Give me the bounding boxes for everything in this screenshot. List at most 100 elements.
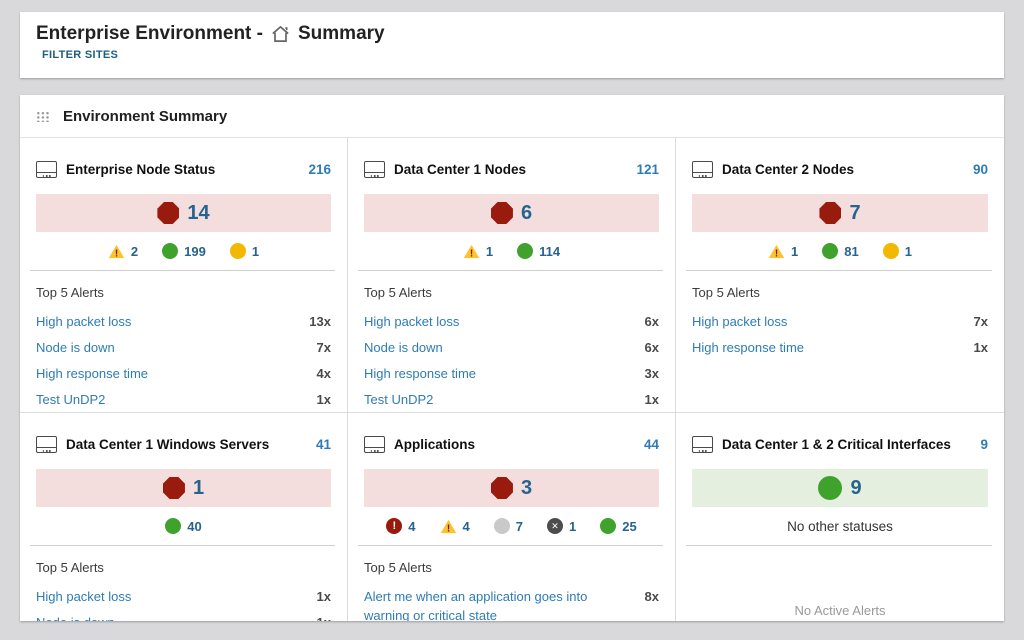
card-title: Data Center 1 Windows Servers: [66, 436, 270, 452]
card-total-link[interactable]: 9: [980, 436, 988, 452]
alert-count: 7x: [316, 339, 331, 355]
up-circle-icon: [165, 518, 182, 534]
status-chip-row: ! 4 ! 4 7 ✕ 1 25: [364, 507, 659, 545]
alert-row: High packet loss 13x: [36, 308, 331, 334]
primary-status-count: 1: [192, 476, 205, 499]
status-card: Enterprise Node Status 216 14 ! 2 199 1 …: [20, 138, 348, 412]
environment-summary-widget: Environment Summary Enterprise Node Stat…: [20, 95, 1004, 621]
alert-link[interactable]: Node is down: [364, 339, 443, 355]
critical-circle-icon: !: [386, 518, 403, 534]
top-alerts-label: Top 5 Alerts: [36, 560, 104, 575]
filter-sites-link[interactable]: FILTER SITES: [42, 49, 119, 61]
unknown-circle-icon: [493, 518, 510, 534]
status-chip-row: 40: [36, 507, 331, 545]
primary-status-band[interactable]: 3: [364, 469, 659, 507]
primary-status-band[interactable]: 14: [36, 194, 331, 232]
alerts-section: Top 5 Alerts High packet loss 1x Node is…: [36, 546, 331, 621]
alert-count: 6x: [644, 313, 659, 329]
status-count: 1: [904, 243, 912, 259]
status-chip-row: ! 2 199 1: [36, 232, 331, 270]
external-circle-icon: [882, 243, 899, 259]
alert-row: High response time 1x: [692, 334, 988, 360]
warning-triangle-icon: !: [108, 244, 125, 259]
status-chip: 25: [600, 518, 637, 534]
alert-row: High response time 3x: [364, 360, 659, 386]
status-chip: ✕ 1: [547, 518, 576, 534]
status-card: Data Center 1 Windows Servers 41 1 40 To…: [20, 412, 348, 621]
status-count: 199: [184, 243, 206, 259]
alert-link[interactable]: Node is down: [36, 613, 307, 622]
up-circle-icon: [162, 243, 179, 259]
widget-title: Environment Summary: [63, 107, 228, 125]
alert-link[interactable]: High packet loss: [364, 313, 460, 329]
primary-status-count: 6: [520, 201, 533, 224]
alerts-section: Top 5 Alerts Alert me when an applicatio…: [364, 546, 659, 621]
alert-link[interactable]: High packet loss: [36, 313, 132, 329]
alert-count: 1x: [644, 391, 659, 407]
card-header: Data Center 1 Nodes 121: [364, 156, 659, 182]
primary-status-band[interactable]: 6: [364, 194, 659, 232]
node-widget-icon: [36, 435, 57, 453]
alert-count: 8x: [644, 588, 659, 604]
divider: [686, 270, 992, 271]
status-count: 2: [130, 243, 139, 259]
alert-link[interactable]: High response time: [692, 339, 804, 355]
alert-link[interactable]: Test UnDP2: [36, 391, 106, 407]
svg-text:!: !: [446, 523, 449, 534]
card-title: Data Center 1 Nodes: [394, 161, 527, 177]
alerts-section: Top 5 Alerts High packet loss 7x High re…: [692, 271, 988, 360]
divider: [358, 545, 663, 546]
up-circle-icon: [517, 243, 534, 259]
page-title-prefix: Enterprise Environment -: [36, 23, 263, 44]
card-title: Data Center 2 Nodes: [722, 161, 855, 177]
top-alerts-label: Top 5 Alerts: [36, 285, 104, 300]
node-widget-icon: [36, 160, 57, 178]
status-chip: ! 1: [463, 244, 493, 259]
top-alerts-label: Top 5 Alerts: [364, 285, 432, 300]
alert-count: 1x: [973, 339, 988, 355]
card-total-link[interactable]: 90: [972, 161, 988, 177]
up-circle-icon: [600, 518, 617, 534]
alert-link[interactable]: High response time: [36, 365, 148, 381]
alert-row: Node is down 7x: [36, 334, 331, 360]
primary-status-count: 3: [520, 476, 533, 499]
alert-row: High packet loss 6x: [364, 308, 659, 334]
node-widget-icon: [364, 435, 385, 453]
drag-handle-icon[interactable]: [36, 110, 50, 122]
alert-row: High packet loss 7x: [692, 308, 988, 334]
down-circle-icon: ✕: [547, 518, 563, 534]
card-total-link[interactable]: 44: [643, 436, 659, 452]
card-title: Applications: [394, 436, 476, 452]
status-chip-row: ! 1 114: [364, 232, 659, 270]
alert-count: 7x: [973, 313, 988, 329]
alert-count: 1x: [317, 613, 331, 622]
alert-link[interactable]: Alert me when an application goes into w…: [364, 588, 588, 622]
card-total-link[interactable]: 121: [636, 161, 659, 177]
status-chip: 1: [229, 243, 259, 259]
primary-status-count: 7: [849, 201, 861, 224]
alert-link[interactable]: Test UnDP2: [364, 391, 434, 407]
alert-link[interactable]: High response time: [364, 365, 476, 381]
primary-status-band[interactable]: 1: [36, 469, 331, 507]
status-chip: 199: [162, 243, 206, 259]
status-chip: 81: [822, 243, 859, 259]
alert-row: Alert me when an application goes into w…: [364, 583, 659, 622]
status-card: Data Center 1 Nodes 121 6 ! 1 114 Top 5 …: [348, 138, 676, 412]
critical-octagon-icon: [162, 477, 185, 499]
card-title: Enterprise Node Status: [66, 161, 216, 177]
alert-link[interactable]: High packet loss: [692, 313, 788, 329]
alert-link[interactable]: Node is down: [36, 339, 115, 355]
alert-row: High response time 4x: [36, 360, 331, 386]
alert-count: 1x: [316, 588, 331, 604]
page: Enterprise Environment - Summary FILTER …: [20, 12, 1004, 621]
primary-status-band[interactable]: 9: [692, 469, 988, 507]
card-header: Data Center 2 Nodes 90: [692, 156, 988, 182]
page-title: Enterprise Environment - Summary: [36, 23, 988, 45]
status-count: 1: [791, 243, 799, 259]
alert-link[interactable]: High packet loss: [36, 588, 132, 604]
critical-octagon-icon: [490, 202, 513, 224]
card-total-link[interactable]: 41: [315, 436, 331, 452]
card-total-link[interactable]: 216: [308, 161, 331, 177]
primary-status-band[interactable]: 7: [692, 194, 988, 232]
external-circle-icon: [229, 243, 246, 259]
